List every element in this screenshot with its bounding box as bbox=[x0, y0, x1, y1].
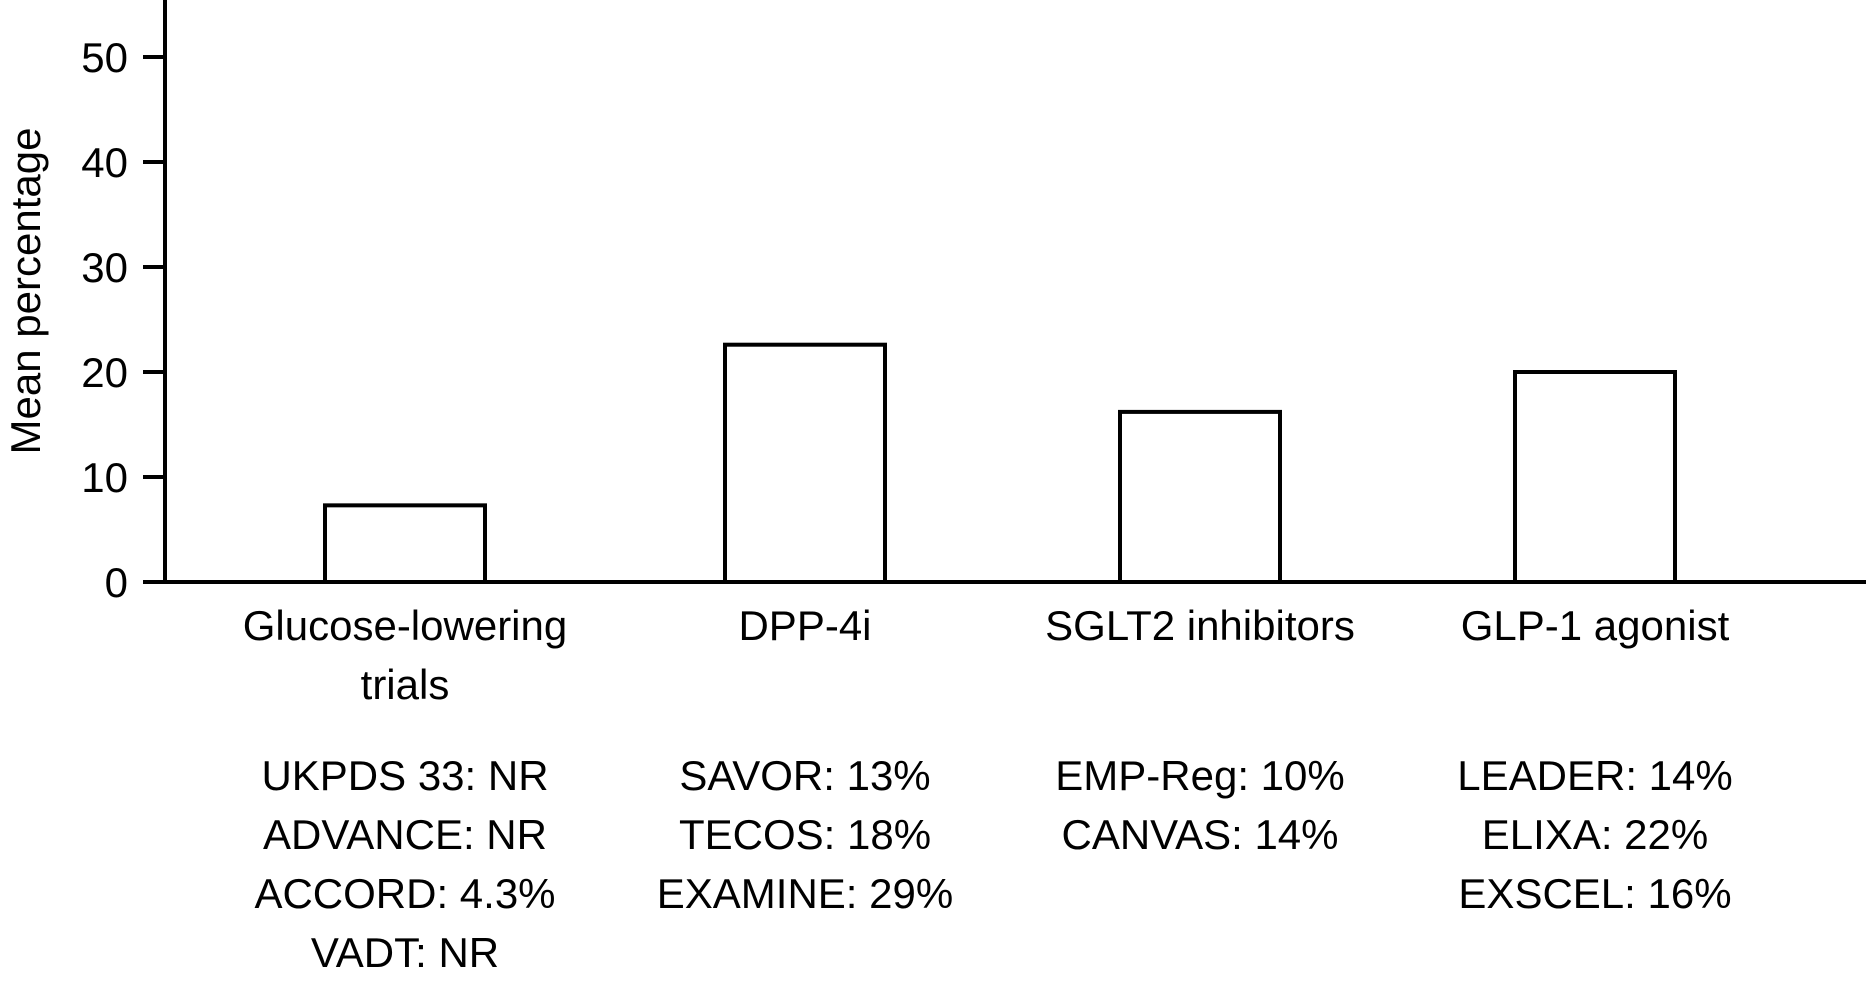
bar bbox=[723, 342, 887, 585]
trial-result: SAVOR: 13% bbox=[679, 752, 930, 799]
trial-result: EXAMINE: 29% bbox=[657, 870, 953, 917]
y-axis-label: Mean percentage bbox=[2, 128, 49, 455]
trial-result: ELIXA: 22% bbox=[1482, 811, 1708, 858]
bar bbox=[1118, 409, 1282, 584]
category-label: DPP-4i bbox=[738, 602, 871, 649]
trial-result: ADVANCE: NR bbox=[263, 811, 547, 858]
trial-result: LEADER: 14% bbox=[1457, 752, 1732, 799]
trial-result: UKPDS 33: NR bbox=[261, 752, 548, 799]
y-ticks: 0 10 20 30 40 50 bbox=[81, 34, 165, 606]
trial-result: TECOS: 18% bbox=[679, 811, 931, 858]
category-labels: Glucose-lowering trials DPP-4i SGLT2 inhibi… bbox=[243, 602, 1730, 708]
category-label: SGLT2 inhibitors bbox=[1045, 602, 1355, 649]
y-tick-label: 10 bbox=[81, 454, 128, 501]
bar bbox=[1513, 370, 1677, 584]
category-label: GLP-1 agonist bbox=[1461, 602, 1730, 649]
trial-result: CANVAS: 14% bbox=[1062, 811, 1339, 858]
y-tick-label: 20 bbox=[81, 349, 128, 396]
trial-result: EXSCEL: 16% bbox=[1458, 870, 1731, 917]
category-label: Glucose-lowering bbox=[243, 602, 567, 649]
trial-result: EMP-Reg: 10% bbox=[1055, 752, 1344, 799]
y-tick-label: 50 bbox=[81, 34, 128, 81]
y-tick-label: 40 bbox=[81, 139, 128, 186]
y-tick-label: 30 bbox=[81, 244, 128, 291]
trial-result: ACCORD: 4.3% bbox=[254, 870, 555, 917]
bar bbox=[323, 503, 487, 585]
y-tick-label: 0 bbox=[105, 559, 128, 606]
bars bbox=[323, 342, 1677, 585]
category-label: trials bbox=[361, 661, 450, 708]
trial-annotations: UKPDS 33: NR ADVANCE: NR ACCORD: 4.3% VADT:… bbox=[254, 752, 1732, 976]
trial-result: VADT: NR bbox=[311, 929, 499, 976]
